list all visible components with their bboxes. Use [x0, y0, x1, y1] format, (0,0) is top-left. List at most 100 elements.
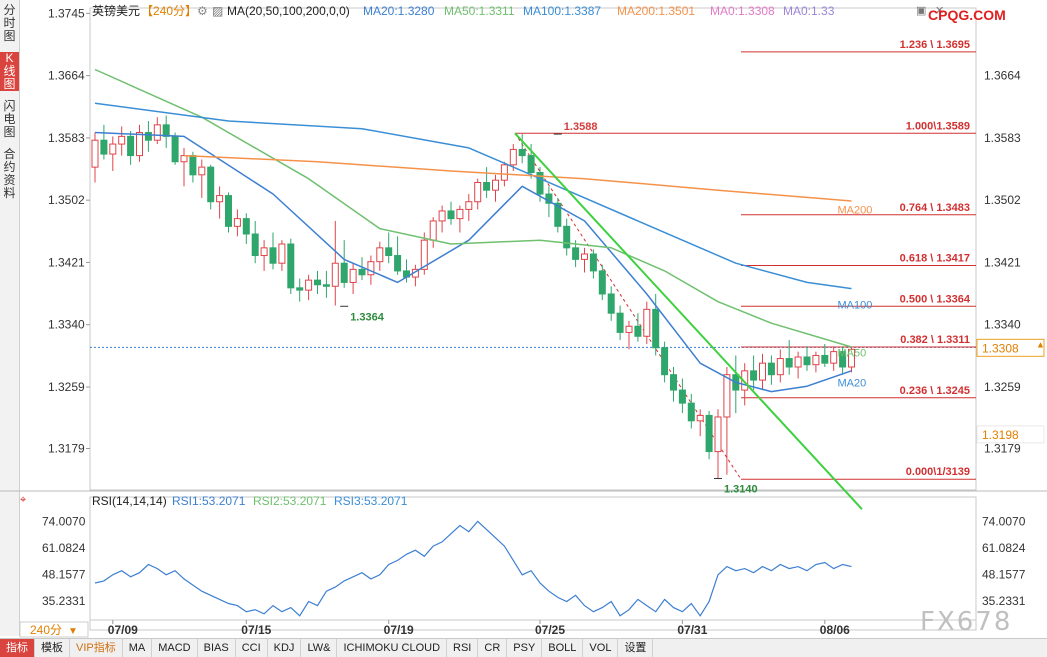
ma-value-3: MA200:1.3501	[617, 4, 695, 18]
fib-label-2: 0.764 \ 1.3483	[900, 202, 970, 214]
candle-body-14	[216, 195, 224, 203]
candle-body-30	[358, 268, 366, 276]
chevron-down-icon[interactable]: ▼	[68, 626, 78, 637]
right-tick-3: 1.3502	[984, 193, 1021, 207]
tab-15[interactable]: 设置	[618, 639, 654, 657]
ma-tag-3: MA20	[838, 377, 867, 389]
ma-value-0: MA20:1.3280	[363, 4, 435, 18]
tab-11[interactable]: CR	[478, 639, 508, 657]
tab-9[interactable]: ICHIMOKU CLOUD	[337, 639, 448, 657]
candle-body-34	[394, 255, 402, 272]
candle-body-85	[848, 348, 855, 368]
tab-14[interactable]: VOL	[583, 639, 619, 657]
tab-1[interactable]: 模板	[35, 639, 70, 657]
tab-6[interactable]: CCI	[236, 639, 268, 657]
candle-body-17	[242, 218, 250, 235]
candle-body-61	[634, 325, 642, 337]
candle-body-7	[153, 124, 161, 141]
ma-icon[interactable]: ▨	[212, 4, 223, 18]
candle-body-16	[233, 218, 241, 227]
rsi-right-tick-3: 35.2331	[982, 594, 1026, 608]
ma-line-ma50	[94, 68, 852, 348]
period-label: 【240分】	[141, 4, 197, 18]
tab-8[interactable]: LW&	[301, 639, 338, 657]
sidebar-item-3[interactable]: 合约资料	[3, 147, 16, 200]
right-tick-2: 1.3583	[984, 131, 1021, 145]
candle-body-8	[162, 124, 170, 137]
candle-body-5	[136, 132, 143, 157]
candle-body-42	[465, 201, 473, 210]
candle-body-13	[207, 166, 215, 203]
tab-4[interactable]: MACD	[152, 639, 198, 657]
ma-value-4: MA0:1.3308	[710, 4, 775, 18]
candle-body-79	[794, 356, 802, 368]
ma-value-1: MA50:1.3311	[444, 4, 515, 18]
fib-label-7: 0.000\1/3139	[906, 466, 970, 478]
period-selector[interactable]	[19, 621, 89, 638]
candle-body-59	[616, 312, 624, 333]
x-label-5: 08/06	[820, 623, 850, 637]
fib-label-5: 0.382 \ 1.3311	[900, 334, 970, 346]
candle-body-10	[180, 155, 188, 163]
candle-body-71	[723, 374, 731, 418]
tab-2[interactable]: VIP指标	[70, 639, 123, 657]
rsi-left-tick-0: 74.0070	[42, 514, 86, 528]
candle-body-11	[189, 155, 197, 176]
layout-icon[interactable]: ▣	[916, 5, 926, 17]
x-label-1: 07/15	[241, 623, 271, 637]
sidebar-item-0[interactable]: 分时图	[3, 3, 16, 43]
rsi-left-tick-1: 61.0824	[42, 541, 86, 555]
rsi-icon[interactable]: ⌖	[20, 494, 26, 506]
candle-body-6	[144, 132, 152, 141]
symbol-title: 英镑美元	[92, 3, 140, 18]
candle-body-81	[812, 354, 820, 366]
candle-body-52	[554, 202, 562, 227]
x-label-2: 07/19	[384, 623, 414, 637]
ma-tag-0: MA200	[838, 204, 873, 216]
left-tick-4: 1.3421	[48, 255, 85, 269]
candle-body-31	[367, 261, 375, 276]
tab-0[interactable]: 指标	[0, 639, 35, 657]
candle-body-41	[456, 208, 464, 220]
tab-3[interactable]: MA	[123, 639, 153, 657]
candle-body-9	[171, 135, 179, 163]
fib-label-1: 1.000\1.3589	[906, 120, 970, 132]
fib-label-0: 1.236 \ 1.3695	[900, 39, 970, 51]
fib-label-4: 0.500 \ 1.3364	[900, 293, 971, 305]
fib-label-6: 0.236 \ 1.3245	[900, 385, 970, 397]
candle-body-22	[287, 243, 295, 289]
tab-13[interactable]: BOLL	[542, 639, 584, 657]
candle-body-48	[518, 148, 526, 157]
swing-label-0: 1.3364	[350, 311, 385, 323]
swing-label-1: 1.3588	[564, 121, 598, 133]
watermark-text: FX678	[920, 607, 1012, 637]
rsi-name: RSI(14,14,14)	[92, 494, 167, 508]
candlestick-chart[interactable]: 英镑美元 【240分】 ⚙ ▨ MA(20,50,100,200,0,0) MA20:1.…	[0, 0, 1047, 638]
tab-5[interactable]: BIAS	[198, 639, 236, 657]
tab-12[interactable]: PSY	[507, 639, 543, 657]
settings-icon[interactable]: ⚙	[197, 4, 208, 18]
candle-body-84	[839, 351, 847, 368]
close-icon[interactable]: ✕	[935, 5, 944, 17]
tab-7[interactable]: KDJ	[268, 639, 302, 657]
candle-body-20	[269, 247, 277, 264]
green-trendline	[514, 132, 863, 510]
brand-logo: CPQG.COM	[928, 7, 1006, 23]
candle-body-58	[607, 293, 615, 314]
candle-body-4	[127, 135, 135, 157]
ma-line-ma100	[94, 102, 852, 290]
tab-10[interactable]: RSI	[447, 639, 479, 657]
candle-body-46	[500, 164, 508, 181]
candle-body-75	[759, 362, 766, 381]
right-tick-7: 1.3179	[984, 441, 1021, 455]
candle-body-67	[687, 402, 695, 422]
ma-tag-1: MA100	[838, 300, 873, 312]
rsi-left-tick-3: 35.2331	[42, 594, 86, 608]
candle-body-78	[785, 358, 793, 368]
candle-body-54	[572, 247, 580, 260]
sidebar-item-2[interactable]: 闪电图	[3, 99, 16, 139]
candle-body-25	[314, 279, 321, 286]
candle-body-45	[492, 179, 499, 191]
